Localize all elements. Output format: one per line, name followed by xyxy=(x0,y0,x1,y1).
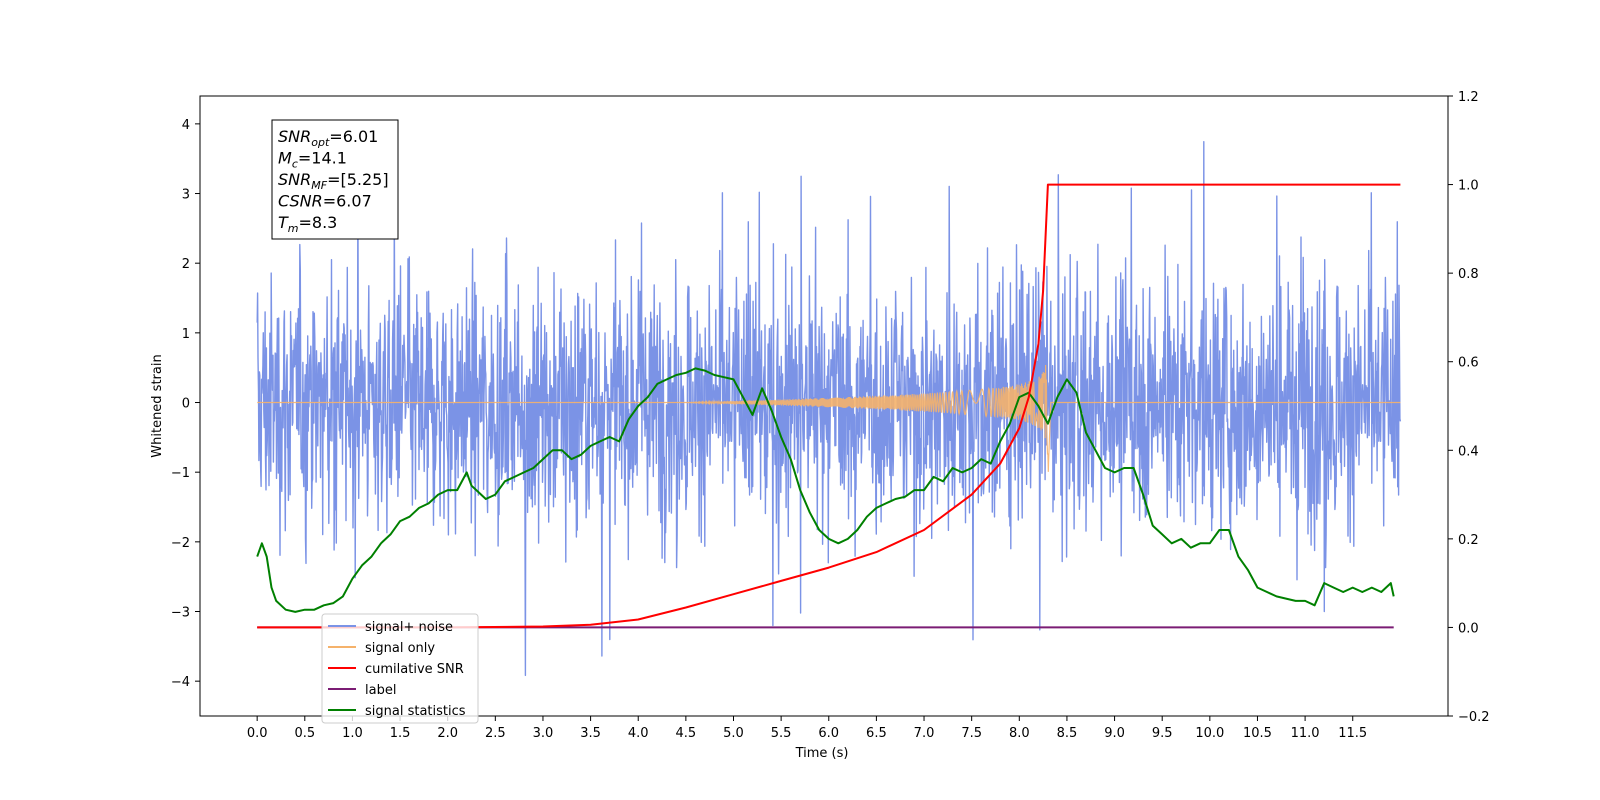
x-tick-label: 0.5 xyxy=(294,726,315,741)
annotation-value: =[5.25] xyxy=(327,170,389,189)
x-tick-label: 2.5 xyxy=(485,726,506,741)
annotation-subscript: MF xyxy=(311,179,327,192)
signal-only-line xyxy=(257,364,1401,472)
y-right-tick-label: 0.0 xyxy=(1458,621,1479,636)
y-tick-label: −3 xyxy=(171,606,190,621)
series-signal-statistics xyxy=(256,367,1395,613)
annotation-value: =8.3 xyxy=(299,213,338,232)
x-tick-label: 3.5 xyxy=(580,726,601,741)
legend-label: signal+ noise xyxy=(365,620,453,635)
x-tick-label: 7.0 xyxy=(914,726,935,741)
annotation-value: =14.1 xyxy=(298,149,347,168)
y-right-tick-label: 0.8 xyxy=(1458,267,1479,282)
x-tick-label: 2.0 xyxy=(437,726,458,741)
annotation-subscript: c xyxy=(292,158,298,171)
x-tick-label: 9.5 xyxy=(1152,726,1173,741)
x-tick-label: 4.0 xyxy=(628,726,649,741)
x-tick-label: 1.5 xyxy=(390,726,411,741)
y-right-tick-label: 0.2 xyxy=(1458,533,1479,548)
axes-frame xyxy=(199,95,1449,717)
y-tick-label: 4 xyxy=(182,118,190,133)
legend-label: signal only xyxy=(365,641,435,656)
legend-frame xyxy=(321,613,479,724)
noise-line xyxy=(256,141,1402,677)
annotation-symbol: T xyxy=(278,213,289,232)
x-tick-label: 7.5 xyxy=(961,726,982,741)
y-tick-label: −4 xyxy=(171,675,190,690)
y-tick-label: 2 xyxy=(182,257,190,272)
x-tick-label: 1.0 xyxy=(342,726,363,741)
annotation-symbol: SNR xyxy=(278,170,311,189)
signal-statistics-line xyxy=(256,367,1395,613)
y-tick-label: 3 xyxy=(182,188,190,203)
series-cumulative-snr xyxy=(257,183,1401,629)
annotation-line: Tm=8.3 xyxy=(278,213,337,235)
annotation-subscript: opt xyxy=(311,136,330,149)
legend-label: cumilative SNR xyxy=(365,662,464,677)
annotation-symbol: SNR xyxy=(278,127,311,146)
annotation-line: CSNR=6.07 xyxy=(278,192,372,211)
annotation-symbol: M xyxy=(278,149,292,168)
annotation-subscript: m xyxy=(288,222,299,235)
annotation-value: =6.07 xyxy=(323,192,372,211)
x-tick-label: 10.0 xyxy=(1195,726,1224,741)
y-axis-ticks: −4 −3 −2 −1 0 1 2 3 4 xyxy=(171,118,200,690)
x-tick-label: 11.0 xyxy=(1291,726,1320,741)
x-tick-label: 6.0 xyxy=(818,726,839,741)
y-axis-label: Whitened strain xyxy=(150,354,165,457)
x-tick-label: 9.0 xyxy=(1104,726,1125,741)
legend-label: label xyxy=(365,683,396,698)
annotation-symbol: CSNR xyxy=(278,192,323,211)
x-tick-label: 5.0 xyxy=(723,726,744,741)
x-tick-label: 11.5 xyxy=(1338,726,1367,741)
annotation-line: Mc=14.1 xyxy=(278,149,347,171)
annotation-box: SNRopt=6.01Mc=14.1SNRMF=[5.25]CSNR=6.07T… xyxy=(271,119,399,240)
x-tick-label: 8.5 xyxy=(1057,726,1078,741)
y-tick-label: 0 xyxy=(182,397,190,412)
x-tick-label: 3.0 xyxy=(533,726,554,741)
y-right-tick-label: −0.2 xyxy=(1458,710,1490,725)
x-tick-label: 10.5 xyxy=(1243,726,1272,741)
x-tick-label: 0.0 xyxy=(247,726,268,741)
series-signal-noise xyxy=(256,141,1402,677)
annotation-line: SNRopt=6.01 xyxy=(278,127,378,149)
x-tick-label: 8.0 xyxy=(1009,726,1030,741)
y-tick-label: 1 xyxy=(182,327,190,342)
y-tick-label: −2 xyxy=(171,536,190,551)
y-right-tick-label: 1.0 xyxy=(1458,179,1479,194)
x-tick-label: 5.5 xyxy=(771,726,792,741)
series-signal-only xyxy=(257,364,1401,472)
legend-label: signal statistics xyxy=(365,704,466,719)
x-axis-label: Time (s) xyxy=(795,746,849,761)
y-tick-label: −1 xyxy=(171,466,190,481)
annotation-line: SNRMF=[5.25] xyxy=(278,170,389,192)
legend: signal+ noise signal only cumilative SNR la… xyxy=(321,613,479,724)
y-right-tick-label: 1.2 xyxy=(1458,90,1479,105)
y-right-axis-ticks: −0.2 0.0 0.2 0.4 0.6 0.8 1.0 1.2 xyxy=(1448,90,1490,725)
x-tick-label: 6.5 xyxy=(866,726,887,741)
cumulative-snr-line xyxy=(257,183,1401,629)
annotation-value: =6.01 xyxy=(329,127,378,146)
x-tick-label: 4.5 xyxy=(676,726,697,741)
annotation-frame xyxy=(271,119,399,240)
y-right-tick-label: 0.6 xyxy=(1458,356,1479,371)
x-axis-ticks: 0.0 0.5 1.0 1.5 2.0 2.5 3.0 3.5 4.0 4.5 5.0 5.5 6.0 6… xyxy=(247,716,1367,741)
plot-area xyxy=(256,141,1402,677)
y-right-tick-label: 0.4 xyxy=(1458,444,1479,459)
